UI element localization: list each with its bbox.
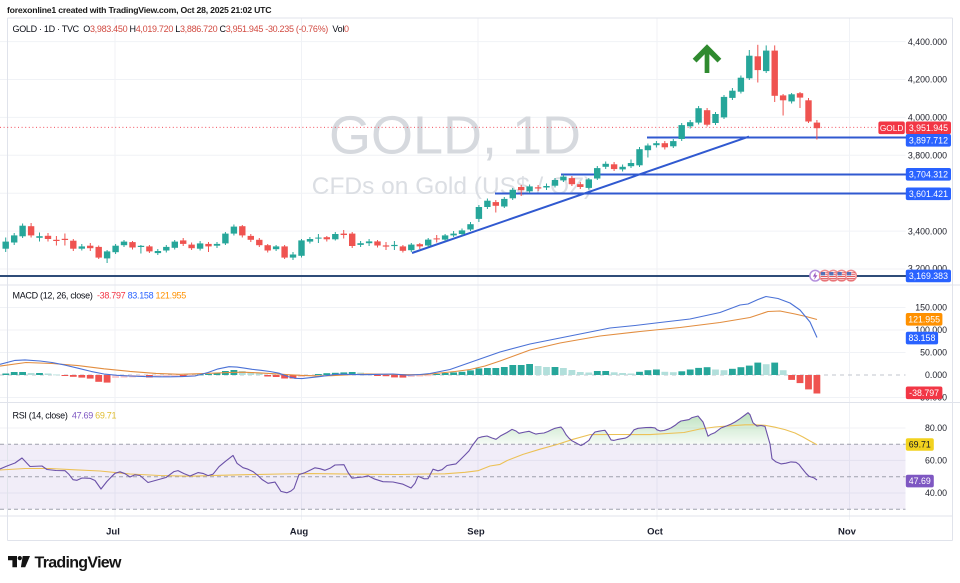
- svg-text:100.000: 100.000: [915, 325, 947, 335]
- svg-text:TradingView: TradingView: [35, 555, 123, 572]
- svg-text:4,000.000: 4,000.000: [908, 113, 947, 123]
- svg-text:GOLD · 1D · TVC O3,983.450 H4: GOLD · 1D · TVC O3,983.450 H4,019.720 L3…: [13, 24, 350, 34]
- svg-text:3,897.712: 3,897.712: [909, 135, 948, 145]
- svg-text:83.158: 83.158: [908, 333, 935, 343]
- svg-text:0.000: 0.000: [925, 370, 947, 380]
- svg-text:3,704.312: 3,704.312: [909, 169, 948, 179]
- svg-text:3,800.000: 3,800.000: [908, 151, 947, 161]
- svg-text:GOLD: GOLD: [880, 123, 904, 133]
- svg-text:forexonline1 created with Trad: forexonline1 created with TradingView.co…: [7, 5, 272, 15]
- svg-text:3,400.000: 3,400.000: [908, 226, 947, 236]
- svg-text:3,200.000: 3,200.000: [908, 264, 947, 274]
- svg-text:-38.797: -38.797: [909, 388, 939, 398]
- svg-text:MACD (12, 26, close) -38.797: MACD (12, 26, close) -38.797 83.158 121.…: [13, 291, 187, 301]
- svg-text:3,601.421: 3,601.421: [909, 189, 948, 199]
- svg-text:Oct: Oct: [647, 527, 664, 538]
- svg-text:150.000: 150.000: [915, 303, 947, 313]
- svg-text:47.69: 47.69: [909, 476, 931, 486]
- svg-text:Sep: Sep: [467, 527, 485, 538]
- svg-text:60.00: 60.00: [925, 456, 947, 466]
- svg-text:4,200.000: 4,200.000: [908, 75, 947, 85]
- svg-text:RSI (14, close) 47.69 69.71: RSI (14, close) 47.69 69.71: [13, 411, 117, 421]
- svg-text:Aug: Aug: [290, 527, 309, 538]
- svg-text:4,400.000: 4,400.000: [908, 37, 947, 47]
- svg-text:GOLD, 1D: GOLD, 1D: [329, 106, 581, 166]
- svg-text:80.00: 80.00: [925, 423, 947, 433]
- svg-text:CFDs on Gold (US$ / OZ): CFDs on Gold (US$ / OZ): [312, 173, 592, 200]
- svg-text:3,169.383: 3,169.383: [909, 271, 948, 281]
- svg-text:69.71: 69.71: [909, 440, 931, 450]
- svg-text:Jul: Jul: [106, 527, 120, 538]
- svg-text:50.000: 50.000: [920, 348, 947, 358]
- svg-text:40.00: 40.00: [925, 488, 947, 498]
- svg-text:Nov: Nov: [838, 527, 857, 538]
- svg-text:3,951.945: 3,951.945: [909, 123, 948, 133]
- svg-text:121.955: 121.955: [908, 314, 940, 324]
